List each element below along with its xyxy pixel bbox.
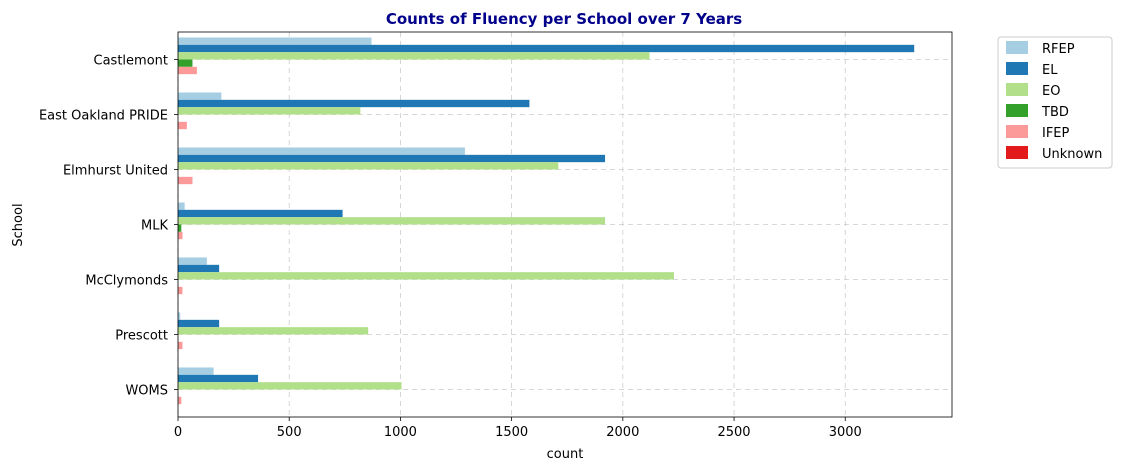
x-axis-ticks: 0 500 1000 1500 2000 2500 3000 [174, 417, 862, 440]
bar-el-4 [178, 264, 220, 273]
legend-label-tbd: TBD [1041, 105, 1069, 120]
bar-rfep-1 [178, 92, 222, 100]
legend-swatch-rfep [1006, 41, 1028, 54]
y-tick-label: WOMS [125, 384, 168, 399]
bar-ifep-3 [178, 231, 183, 240]
y-axis-ticks: Castlemont East Oakland PRIDE Elmhurst Uni… [39, 54, 178, 399]
bars [178, 37, 915, 405]
y-tick-label: Elmhurst United [63, 164, 168, 179]
legend: RFEP EL EO TBD IFEP Unknown [997, 36, 1113, 169]
legend-swatch-tbd [1006, 104, 1028, 117]
bar-rfep-5 [178, 312, 181, 320]
x-tick-label: 500 [277, 425, 302, 440]
bar-rfep-6 [178, 367, 214, 375]
y-tick-label: Castlemont [94, 54, 168, 69]
bar-eo-5 [178, 327, 369, 335]
legend-swatch-unknown [1006, 146, 1028, 159]
chart-title: Counts of Fluency per School over 7 Year… [386, 10, 742, 28]
x-tick-label: 2000 [606, 425, 639, 440]
legend-label-rfep: RFEP [1042, 42, 1075, 57]
bar-rfep-0 [178, 37, 372, 45]
bar-eo-0 [178, 52, 650, 60]
y-tick-label: East Oakland PRIDE [39, 109, 168, 124]
legend-label-unknown: Unknown [1042, 147, 1102, 162]
bar-ifep-2 [178, 176, 193, 185]
legend-label-eo: EO [1042, 84, 1060, 99]
legend-label-ifep: IFEP [1042, 126, 1070, 141]
bar-el-5 [178, 319, 220, 328]
legend-label-el: EL [1042, 63, 1058, 78]
bar-ifep-4 [178, 286, 183, 295]
bar-eo-4 [178, 272, 674, 280]
bar-eo-1 [178, 107, 361, 115]
bar-tbd-0 [178, 59, 193, 67]
bar-tbd-3 [178, 224, 182, 232]
x-tick-label: 3000 [829, 425, 862, 440]
y-tick-label: McClymonds [85, 274, 168, 289]
bar-ifep-1 [178, 121, 187, 130]
bar-rfep-3 [178, 202, 185, 210]
x-tick-label: 0 [174, 425, 182, 440]
x-tick-label: 1000 [384, 425, 417, 440]
bar-eo-3 [178, 217, 606, 225]
legend-swatch-el [1006, 62, 1028, 75]
y-tick-label: MLK [141, 219, 168, 234]
y-tick-label: Prescott [115, 329, 168, 344]
bar-el-6 [178, 374, 259, 383]
bar-ifep-6 [178, 396, 182, 405]
x-tick-label: 1500 [495, 425, 528, 440]
x-axis-label: count [547, 447, 584, 462]
x-tick-label: 2500 [717, 425, 750, 440]
bar-eo-6 [178, 382, 402, 390]
bar-ifep-5 [178, 341, 183, 350]
bar-el-3 [178, 209, 343, 218]
bar-eo-2 [178, 162, 559, 170]
legend-swatch-eo [1006, 83, 1028, 96]
bar-ifep-0 [178, 66, 197, 75]
bar-el-2 [178, 154, 606, 163]
legend-swatch-ifep [1006, 125, 1028, 138]
y-axis-label: School [11, 203, 26, 246]
bar-rfep-2 [178, 147, 465, 155]
bar-rfep-4 [178, 257, 207, 265]
bar-el-0 [178, 44, 915, 53]
bar-el-1 [178, 99, 530, 108]
